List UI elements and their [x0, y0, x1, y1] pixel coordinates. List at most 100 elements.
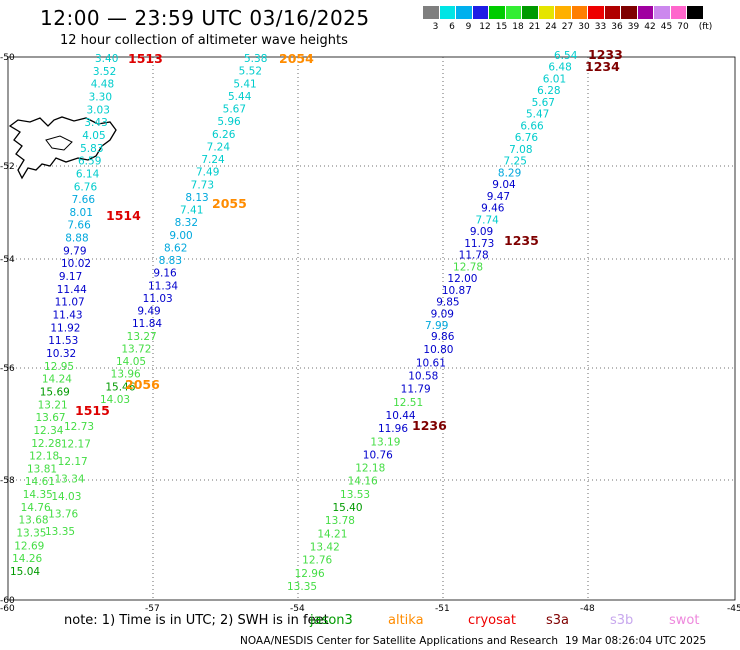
wave-height-value: 6.76: [74, 181, 98, 193]
wave-height-value: 10.32: [46, 348, 76, 360]
chart-title: 12:00 — 23:59 UTC 03/16/2025: [40, 6, 370, 30]
wave-height-value: 12.28: [31, 438, 61, 450]
wave-height-value: 13.42: [310, 542, 340, 554]
legend-label: 45: [660, 22, 673, 32]
legend-swatch: [571, 6, 588, 19]
wave-height-value: 13.78: [325, 515, 355, 527]
legend-label: 33: [594, 22, 607, 32]
wave-height-value: 7.24: [201, 154, 225, 166]
legend-swatch: [505, 6, 522, 19]
wave-height-value: 6.59: [78, 156, 101, 168]
wave-height-value: 8.62: [164, 242, 187, 254]
legend-swatch: [538, 6, 555, 19]
latitude-tick-label: -56: [0, 364, 15, 374]
legend-label: 9: [465, 22, 472, 32]
wave-height-value: 11.84: [132, 318, 162, 330]
wave-height-value: 6.76: [515, 132, 539, 144]
wave-height-value: 7.66: [72, 194, 96, 206]
wave-height-value: 7.24: [207, 141, 231, 153]
longitude-tick-label: -48: [580, 604, 595, 614]
wave-height-value: 14.03: [51, 491, 81, 503]
wave-height-value: 7.25: [504, 156, 527, 168]
longitude-tick-label: -60: [0, 604, 15, 614]
wave-height-value: 8.29: [498, 167, 521, 179]
wave-height-value: 4.48: [91, 79, 114, 91]
wave-height-value: 13.35: [287, 581, 317, 593]
wave-height-value: 5.67: [532, 97, 555, 109]
wave-height-value: 8.32: [175, 217, 198, 229]
wave-height-value: 12.95: [44, 361, 74, 373]
wave-height-value: 13.27: [127, 331, 157, 343]
wave-height-value: 5.47: [526, 109, 549, 121]
wave-height-value: 12.34: [33, 425, 63, 437]
wave-height-value: 12.00: [447, 273, 477, 285]
satellite-legend-cryosat: cryosat: [468, 613, 516, 628]
wave-height-value: 12.78: [453, 261, 483, 273]
wave-height-value: 9.04: [492, 179, 516, 191]
legend-swatch: [489, 6, 506, 19]
latitude-tick-label: -50: [0, 53, 15, 63]
wave-height-value: 11.44: [57, 284, 87, 296]
satellite-legend-s3b: s3b: [610, 613, 634, 628]
wave-height-value: 9.49: [137, 306, 160, 318]
wave-height-value: 15.46: [105, 381, 135, 393]
pass-time-label: 1236: [412, 418, 447, 433]
wave-height-value: 13.67: [36, 412, 66, 424]
pass-time-label: 1235: [504, 233, 539, 248]
wave-height-value: 13.81: [27, 463, 57, 475]
wave-height-value: 13.35: [16, 528, 46, 540]
legend-swatch: [637, 6, 654, 19]
wave-height-value: 6.28: [537, 85, 560, 97]
wave-height-value: 9.00: [169, 230, 192, 242]
wave-height-value: 5.41: [233, 78, 256, 90]
wave-height-value: 15.04: [10, 566, 40, 578]
wave-height-value: 3.52: [93, 66, 116, 78]
wave-height-value: 10.80: [423, 344, 453, 356]
wave-height-value: 3.30: [89, 91, 112, 103]
latitude-tick-label: -60: [0, 596, 15, 606]
wave-height-value: 9.16: [153, 268, 177, 280]
wave-height-value: 9.09: [470, 226, 493, 238]
wave-height-value: 9.09: [431, 308, 454, 320]
legend-label: 12: [479, 22, 491, 32]
wave-height-value: 14.61: [25, 476, 55, 488]
wave-height-value: 8.88: [65, 233, 88, 245]
wave-height-value: 12.69: [14, 540, 44, 552]
wave-height-value: 8.83: [159, 255, 182, 267]
longitude-tick-label: -51: [435, 604, 450, 614]
legend-swatch: [555, 6, 572, 19]
wave-height-value: 10.76: [363, 449, 393, 461]
wave-height-value: 10.02: [61, 258, 91, 270]
wave-height-value: 11.78: [459, 250, 489, 262]
wave-height-value: 14.24: [42, 374, 72, 386]
legend-label: 42: [644, 22, 656, 32]
satellite-legend-s3a: s3a: [546, 613, 570, 628]
wave-height-value: 6.66: [520, 120, 544, 132]
wave-height-value: 6.01: [543, 73, 566, 85]
legend-swatch: [472, 6, 489, 19]
wave-height-value: 13.72: [121, 343, 151, 355]
color-legend: [423, 6, 704, 19]
wave-height-value: 12.17: [58, 456, 88, 468]
wave-height-value: 14.03: [100, 394, 130, 406]
wave-height-value: 12.18: [29, 451, 59, 463]
wave-height-value: 9.47: [487, 191, 510, 203]
legend-swatch: [423, 6, 440, 19]
wave-height-value: 11.92: [50, 322, 80, 334]
color-legend-labels: 3 6 9 12 15 18 21 24 27 30 33 36 39 42 45 70 (ft): [423, 22, 740, 34]
legend-label: 27: [561, 22, 574, 32]
wave-height-value: 13.21: [38, 399, 68, 411]
wave-height-value: 3.43: [84, 117, 107, 129]
wave-height-value: 12.18: [355, 463, 385, 475]
wave-height-value: 7.74: [475, 214, 499, 226]
wave-height-value: 14.76: [21, 502, 51, 514]
wave-height-value: 15.40: [332, 502, 362, 514]
wave-height-value: 9.85: [436, 297, 459, 309]
pass-time-label: 1514: [106, 208, 141, 223]
wave-height-value: 12.51: [393, 397, 423, 409]
legend-label: 3: [432, 22, 439, 32]
generated-timestamp: 19 Mar 08:26:04 UTC 2025: [565, 635, 707, 647]
wave-height-value: 6.48: [548, 62, 571, 74]
wave-height-value: 14.16: [348, 476, 378, 488]
